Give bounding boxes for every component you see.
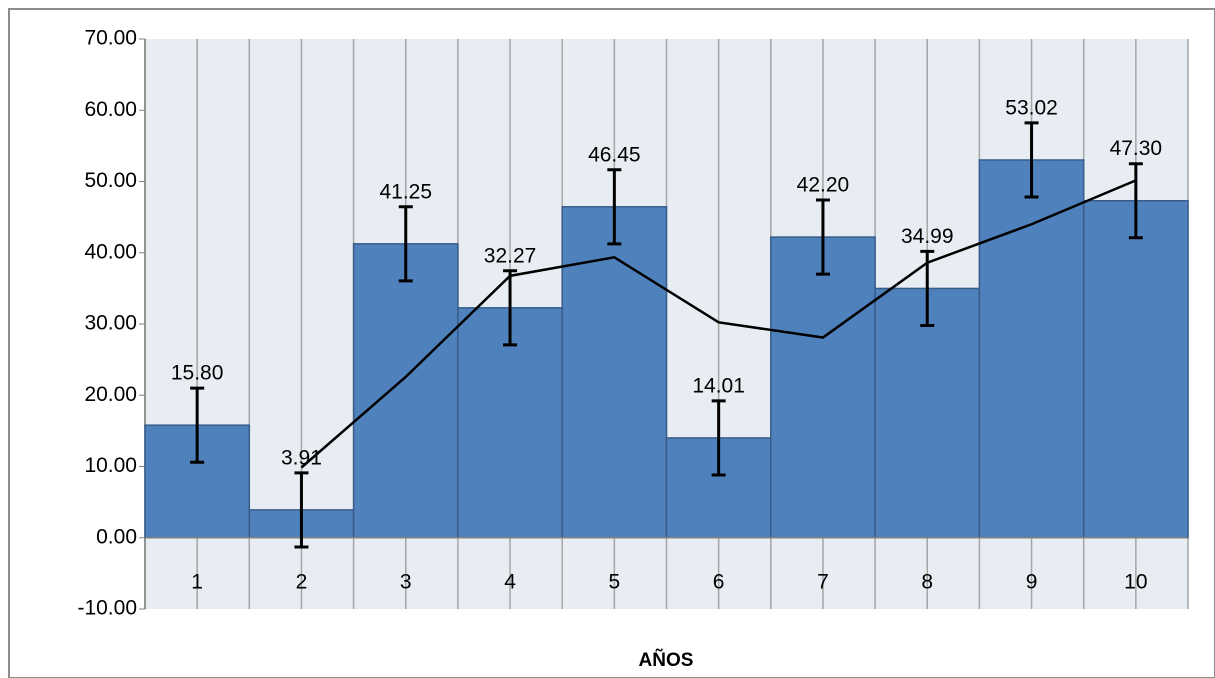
x-axis-title: AÑOS	[639, 649, 694, 671]
trend-line	[300, 179, 1137, 469]
y-tick-label: 20.00	[84, 383, 137, 406]
x-tick-label: 9	[1026, 571, 1038, 594]
error-bar	[294, 471, 309, 549]
data-label: 15.80	[171, 362, 224, 385]
bar	[1082, 199, 1189, 539]
x-tick-label: 7	[817, 571, 829, 594]
data-label: 47.30	[1110, 137, 1163, 160]
data-label: 46.45	[588, 143, 641, 166]
data-label: 32.27	[484, 244, 537, 267]
y-tick-label: 70.00	[84, 27, 137, 50]
x-tick-label: 8	[921, 571, 933, 594]
error-bar	[398, 205, 413, 283]
data-label: 34.99	[901, 225, 954, 248]
y-tick-label: 10.00	[84, 454, 137, 477]
data-label: 53.02	[1005, 96, 1058, 119]
bar	[770, 236, 876, 539]
error-bar	[1128, 162, 1143, 240]
x-tick-label: 5	[609, 571, 621, 594]
y-tick-label: 50.00	[84, 169, 137, 192]
x-tick-label: 1	[191, 571, 203, 594]
y-tick-label: 40.00	[84, 240, 137, 263]
x-tick-label: 10	[1124, 571, 1147, 594]
bar	[978, 159, 1085, 539]
bar	[352, 243, 459, 539]
error-bar	[815, 198, 830, 276]
error-bar	[503, 269, 518, 347]
x-tick-label: 2	[296, 571, 308, 594]
data-label: 14.01	[692, 374, 745, 397]
error-bar	[711, 399, 726, 477]
y-tick-label: 60.00	[84, 98, 137, 121]
bar	[874, 287, 981, 539]
y-tick-label: -10.00	[77, 597, 137, 620]
error-bar	[190, 386, 205, 464]
error-bar	[1024, 121, 1039, 199]
x-tick-label: 6	[713, 571, 725, 594]
data-label: 42.20	[797, 174, 850, 197]
y-tick-label: 30.00	[84, 312, 137, 335]
data-label: 3.91	[281, 446, 322, 469]
x-tick-label: 4	[504, 571, 516, 594]
data-label: 41.25	[379, 180, 432, 203]
bar	[561, 206, 668, 539]
y-tick-label: 0.00	[96, 525, 137, 548]
error-bar	[607, 168, 622, 246]
x-tick-label: 3	[400, 571, 412, 594]
